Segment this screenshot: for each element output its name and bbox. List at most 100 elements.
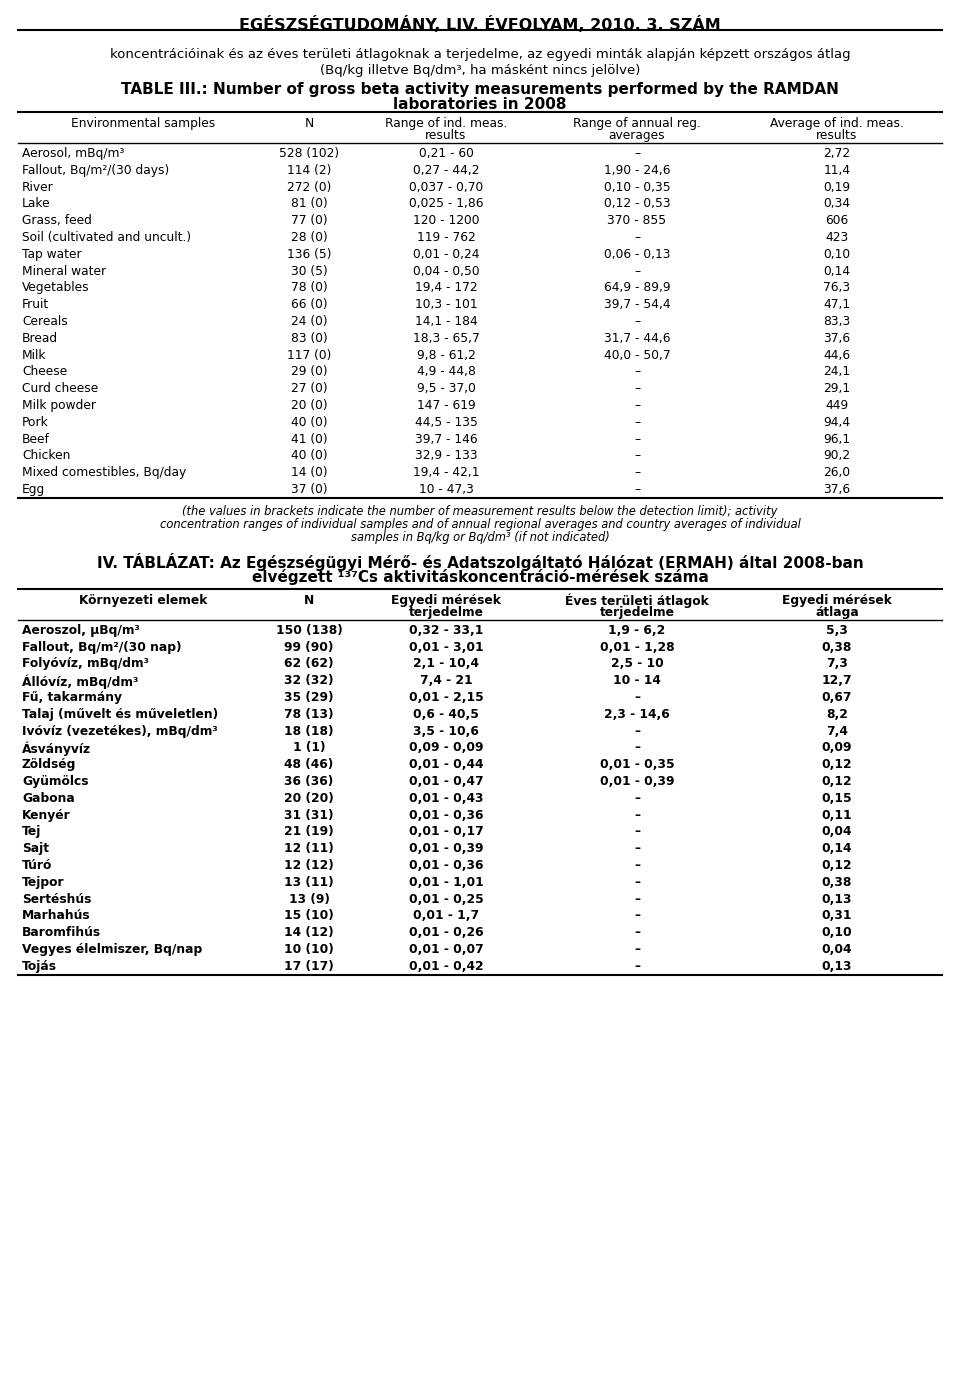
- Text: 32 (32): 32 (32): [284, 674, 334, 687]
- Text: 0,04: 0,04: [822, 942, 852, 956]
- Text: 0,01 - 0,07: 0,01 - 0,07: [409, 942, 484, 956]
- Text: –: –: [634, 316, 640, 328]
- Text: 64,9 - 89,9: 64,9 - 89,9: [604, 281, 670, 295]
- Text: Folyóvíz, mBq/dm³: Folyóvíz, mBq/dm³: [22, 657, 149, 670]
- Text: Cereals: Cereals: [22, 316, 68, 328]
- Text: Grass, feed: Grass, feed: [22, 214, 92, 227]
- Text: –: –: [634, 264, 640, 278]
- Text: 0,01 - 0,24: 0,01 - 0,24: [413, 247, 479, 261]
- Text: Sertéshús: Sertéshús: [22, 892, 91, 906]
- Text: 90,2: 90,2: [824, 449, 851, 463]
- Text: averages: averages: [609, 129, 665, 142]
- Text: Marhahús: Marhahús: [22, 909, 90, 923]
- Text: koncentrációinak és az éves területi átlagoknak a terjedelme, az egyedi minták a: koncentrációinak és az éves területi átl…: [109, 49, 851, 61]
- Text: 0,13: 0,13: [822, 960, 852, 973]
- Text: 0,01 - 0,44: 0,01 - 0,44: [409, 758, 483, 771]
- Text: 44,6: 44,6: [824, 349, 851, 361]
- Text: Fallout, Bq/m²/(30 nap): Fallout, Bq/m²/(30 nap): [22, 641, 181, 653]
- Text: 94,4: 94,4: [824, 416, 851, 428]
- Text: (the values in brackets indicate the number of measurement results below the det: (the values in brackets indicate the num…: [182, 505, 778, 518]
- Text: –: –: [634, 926, 640, 940]
- Text: –: –: [634, 792, 640, 805]
- Text: 0,31: 0,31: [822, 909, 852, 923]
- Text: 37,6: 37,6: [824, 332, 851, 345]
- Text: 0,67: 0,67: [822, 691, 852, 703]
- Text: 28 (0): 28 (0): [291, 231, 327, 245]
- Text: 0,037 - 0,70: 0,037 - 0,70: [409, 181, 483, 193]
- Text: 0,025 - 1,86: 0,025 - 1,86: [409, 197, 483, 210]
- Text: samples in Bq/kg or Bq/dm³ (if not indicated): samples in Bq/kg or Bq/dm³ (if not indic…: [350, 531, 610, 543]
- Text: 13 (11): 13 (11): [284, 876, 334, 888]
- Text: 83,3: 83,3: [824, 316, 851, 328]
- Text: –: –: [634, 909, 640, 923]
- Text: 48 (46): 48 (46): [284, 758, 334, 771]
- Text: Bread: Bread: [22, 332, 59, 345]
- Text: Chicken: Chicken: [22, 449, 70, 463]
- Text: Mineral water: Mineral water: [22, 264, 107, 278]
- Text: Lake: Lake: [22, 197, 51, 210]
- Text: Talaj (művelt és műveletlen): Talaj (művelt és műveletlen): [22, 708, 218, 721]
- Text: átlaga: átlaga: [815, 606, 859, 619]
- Text: 0,10 - 0,35: 0,10 - 0,35: [604, 181, 670, 193]
- Text: 32,9 - 133: 32,9 - 133: [415, 449, 477, 463]
- Text: TABLE III.: Number of gross beta activity measurements performed by the RAMDAN: TABLE III.: Number of gross beta activit…: [121, 82, 839, 97]
- Text: 7,4: 7,4: [826, 724, 848, 738]
- Text: 0,27 - 44,2: 0,27 - 44,2: [413, 164, 479, 177]
- Text: 40 (0): 40 (0): [291, 416, 327, 428]
- Text: Curd cheese: Curd cheese: [22, 382, 98, 395]
- Text: 36 (36): 36 (36): [284, 776, 334, 788]
- Text: 0,01 - 0,39: 0,01 - 0,39: [600, 776, 674, 788]
- Text: concentration ranges of individual samples and of annual regional averages and c: concentration ranges of individual sampl…: [159, 518, 801, 531]
- Text: 81 (0): 81 (0): [291, 197, 327, 210]
- Text: 29,1: 29,1: [824, 382, 851, 395]
- Text: 0,01 - 3,01: 0,01 - 3,01: [409, 641, 483, 653]
- Text: –: –: [634, 892, 640, 906]
- Text: 29 (0): 29 (0): [291, 366, 327, 378]
- Text: Range of annual reg.: Range of annual reg.: [573, 117, 701, 131]
- Text: –: –: [634, 842, 640, 855]
- Text: –: –: [634, 399, 640, 411]
- Text: terjedelme: terjedelme: [599, 606, 675, 619]
- Text: 0,01 - 0,25: 0,01 - 0,25: [409, 892, 484, 906]
- Text: Egyedi mérések: Egyedi mérések: [782, 594, 892, 607]
- Text: Tej: Tej: [22, 826, 41, 838]
- Text: 20 (0): 20 (0): [291, 399, 327, 411]
- Text: Range of ind. meas.: Range of ind. meas.: [385, 117, 507, 131]
- Text: 2,5 - 10: 2,5 - 10: [611, 657, 663, 670]
- Text: 0,38: 0,38: [822, 641, 852, 653]
- Text: 40 (0): 40 (0): [291, 449, 327, 463]
- Text: 1,90 - 24,6: 1,90 - 24,6: [604, 164, 670, 177]
- Text: Environmental samples: Environmental samples: [71, 117, 215, 131]
- Text: 31 (31): 31 (31): [284, 809, 334, 821]
- Text: elvégzett ¹³⁷Cs aktivitáskoncentráció-mérések száma: elvégzett ¹³⁷Cs aktivitáskoncentráció-mé…: [252, 569, 708, 585]
- Text: Egg: Egg: [22, 482, 45, 496]
- Text: –: –: [634, 724, 640, 738]
- Text: Tojás: Tojás: [22, 960, 57, 973]
- Text: 0,01 - 0,39: 0,01 - 0,39: [409, 842, 483, 855]
- Text: Beef: Beef: [22, 432, 50, 446]
- Text: 30 (5): 30 (5): [291, 264, 327, 278]
- Text: Gyümölcs: Gyümölcs: [22, 776, 88, 788]
- Text: 0,15: 0,15: [822, 792, 852, 805]
- Text: 24 (0): 24 (0): [291, 316, 327, 328]
- Text: –: –: [634, 482, 640, 496]
- Text: Ásványvíz: Ásványvíz: [22, 741, 91, 756]
- Text: Soil (cultivated and uncult.): Soil (cultivated and uncult.): [22, 231, 191, 245]
- Text: 0,12: 0,12: [822, 859, 852, 872]
- Text: results: results: [816, 129, 857, 142]
- Text: 119 - 762: 119 - 762: [417, 231, 475, 245]
- Text: 62 (62): 62 (62): [284, 657, 334, 670]
- Text: 39,7 - 146: 39,7 - 146: [415, 432, 477, 446]
- Text: 0,19: 0,19: [824, 181, 851, 193]
- Text: 120 - 1200: 120 - 1200: [413, 214, 479, 227]
- Text: 0,04 - 0,50: 0,04 - 0,50: [413, 264, 479, 278]
- Text: 14 (12): 14 (12): [284, 926, 334, 940]
- Text: 449: 449: [826, 399, 849, 411]
- Text: 78 (0): 78 (0): [291, 281, 327, 295]
- Text: Éves területi átlagok: Éves területi átlagok: [565, 594, 708, 609]
- Text: 37,6: 37,6: [824, 482, 851, 496]
- Text: 0,6 - 40,5: 0,6 - 40,5: [413, 708, 479, 721]
- Text: 423: 423: [826, 231, 849, 245]
- Text: 14 (0): 14 (0): [291, 466, 327, 480]
- Text: 10 - 47,3: 10 - 47,3: [419, 482, 473, 496]
